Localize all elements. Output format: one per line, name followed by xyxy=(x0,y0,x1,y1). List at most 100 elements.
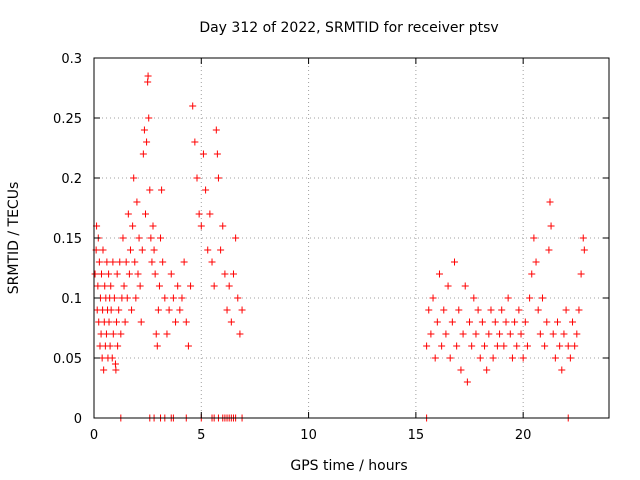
x-tick-label: 20 xyxy=(515,428,532,443)
y-axis-title: SRMTID / TECUs xyxy=(6,182,22,295)
data-point xyxy=(232,234,240,242)
data-point xyxy=(455,306,463,314)
data-point xyxy=(513,342,521,350)
y-tick-label: 0.25 xyxy=(53,112,82,127)
y-axis-ticks: 0 0.05 0.1 0.15 0.2 0.25 0.3 xyxy=(53,52,609,427)
data-point xyxy=(476,354,484,362)
data-point xyxy=(564,342,572,350)
data-point xyxy=(129,222,137,230)
data-point xyxy=(144,72,152,80)
data-point xyxy=(140,126,148,134)
data-point xyxy=(98,270,106,278)
data-point xyxy=(468,342,476,350)
data-point xyxy=(139,150,147,158)
data-point xyxy=(146,186,154,194)
data-point xyxy=(453,342,461,350)
data-point xyxy=(163,330,171,338)
data-point xyxy=(178,294,186,302)
data-point xyxy=(210,282,218,290)
data-point xyxy=(217,246,225,254)
data-point xyxy=(442,330,450,338)
data-point xyxy=(116,258,124,266)
data-point xyxy=(546,198,554,206)
data-point xyxy=(124,210,132,218)
data-point xyxy=(144,78,152,86)
data-point xyxy=(91,270,99,278)
data-point xyxy=(100,366,108,374)
data-point xyxy=(195,210,203,218)
data-point xyxy=(431,354,439,362)
data-point xyxy=(487,306,495,314)
data-point xyxy=(117,330,125,338)
data-point xyxy=(142,210,149,218)
data-point xyxy=(221,270,229,278)
data-point xyxy=(227,318,235,326)
data-point xyxy=(103,258,111,266)
data-point xyxy=(517,330,525,338)
data-point xyxy=(206,210,214,218)
data-point xyxy=(423,342,431,350)
data-point xyxy=(223,306,231,314)
data-point xyxy=(448,318,456,326)
data-point xyxy=(508,354,516,362)
data-point xyxy=(157,234,165,242)
data-point xyxy=(107,282,115,290)
data-point xyxy=(444,282,452,290)
data-point xyxy=(109,330,117,338)
y-tick-label: 0 xyxy=(74,412,82,427)
data-point xyxy=(120,282,128,290)
data-point xyxy=(145,114,153,122)
data-point xyxy=(167,270,175,278)
data-point xyxy=(197,222,205,230)
data-point xyxy=(457,366,465,374)
data-point xyxy=(148,258,156,266)
data-point xyxy=(119,234,127,242)
x-tick-label: 5 xyxy=(197,428,205,443)
data-point xyxy=(110,294,118,302)
data-point xyxy=(136,282,144,290)
data-point xyxy=(543,318,551,326)
data-point xyxy=(433,318,441,326)
data-point xyxy=(132,294,140,302)
data-point xyxy=(219,222,227,230)
data-point xyxy=(154,306,162,314)
data-point xyxy=(504,294,512,302)
data-point xyxy=(114,342,122,350)
data-point xyxy=(489,354,497,362)
data-point xyxy=(99,246,107,254)
data-point xyxy=(111,360,119,368)
data-point xyxy=(176,306,184,314)
data-point xyxy=(191,138,199,146)
data-point xyxy=(125,270,133,278)
data-point xyxy=(101,282,109,290)
data-point xyxy=(133,198,141,206)
data-point xyxy=(199,150,207,158)
data-point xyxy=(143,138,151,146)
data-point xyxy=(95,258,103,266)
data-point xyxy=(451,258,458,266)
data-point xyxy=(112,366,120,374)
data-point xyxy=(113,318,121,326)
data-point xyxy=(106,342,114,350)
data-point xyxy=(549,330,557,338)
data-point xyxy=(135,234,143,242)
data-point xyxy=(149,222,157,230)
data-point xyxy=(94,282,102,290)
y-tick-label: 0.2 xyxy=(61,172,82,187)
data-point xyxy=(229,270,237,278)
x-tick-label: 10 xyxy=(300,428,317,443)
data-point xyxy=(105,270,113,278)
data-point xyxy=(174,282,182,290)
chart-title: Day 312 of 2022, SRMTID for receiver pts… xyxy=(199,20,498,36)
data-point xyxy=(189,102,197,110)
data-point xyxy=(128,306,136,314)
data-point xyxy=(159,258,167,266)
data-point xyxy=(138,246,146,254)
y-tick-label: 0.05 xyxy=(53,352,82,367)
data-point xyxy=(472,330,480,338)
data-point xyxy=(187,282,195,290)
data-point xyxy=(147,234,155,242)
data-point xyxy=(213,150,221,158)
data-point xyxy=(483,366,491,374)
data-point xyxy=(208,258,216,266)
